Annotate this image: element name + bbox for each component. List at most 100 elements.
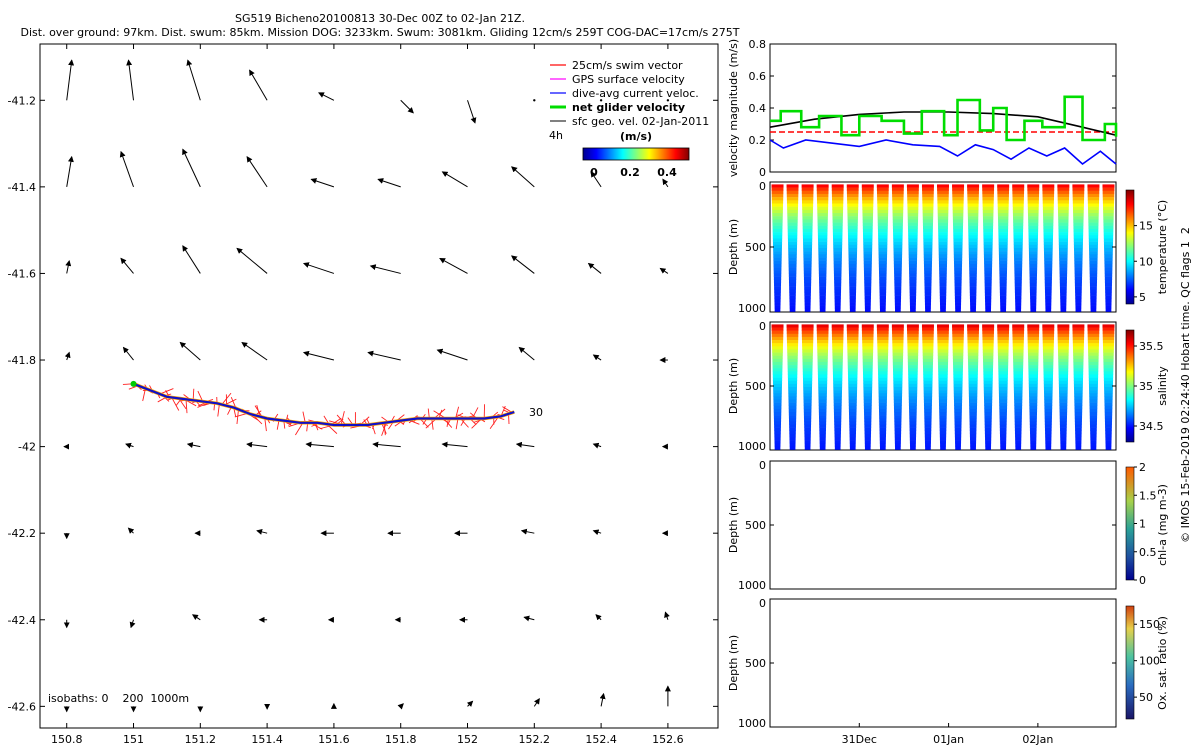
dive-sample (787, 216, 798, 220)
dive-sample (1058, 383, 1068, 388)
dive-sample (833, 408, 842, 413)
dive-profile (816, 324, 829, 450)
dive-sample (1088, 380, 1098, 385)
dive-sample (818, 377, 828, 381)
dive-sample (773, 408, 782, 413)
geo-velocity-arrow (126, 59, 135, 101)
dive-sample (1074, 390, 1083, 394)
dive-sample (1013, 235, 1023, 239)
colorbar-tick-label: 150 (1139, 618, 1160, 631)
dive-sample (1058, 238, 1068, 242)
dive-sample (849, 424, 857, 428)
dive-sample (803, 241, 813, 246)
dive-sample (923, 399, 933, 403)
dive-sample (1059, 393, 1068, 397)
dive-sample (847, 216, 858, 220)
dive-sample (1043, 216, 1054, 220)
dive-sample (862, 340, 874, 344)
velocity-y-label: velocity magnitude (m/s) (727, 39, 740, 177)
dive-sample (894, 440, 901, 444)
dive-sample (1029, 270, 1038, 274)
dive-sample (1029, 289, 1037, 293)
dive-sample (894, 408, 902, 413)
dive-sample (1043, 219, 1054, 223)
dive-sample (849, 292, 856, 296)
dive-sample (801, 336, 814, 341)
dive-sample (1089, 405, 1098, 410)
dive-sample (834, 418, 842, 422)
geo-velocity-arrow (592, 354, 602, 361)
dive-sample (834, 282, 842, 287)
dive-sample (938, 399, 948, 403)
dive-sample (937, 209, 949, 214)
dive-sample (909, 421, 917, 425)
dive-sample (894, 430, 902, 435)
dive-sample (788, 390, 797, 394)
dive-sample (774, 443, 781, 447)
dive-sample (1073, 232, 1084, 236)
dive-sample (1102, 340, 1115, 344)
geo-velocity-arrow (310, 178, 335, 188)
dive-sample (998, 393, 1008, 397)
dive-sample (1059, 254, 1068, 258)
dive-sample (909, 298, 917, 303)
dive-sample (997, 187, 1010, 191)
dive-sample (894, 270, 902, 274)
dive-sample (834, 427, 842, 432)
dive-profile (876, 184, 889, 312)
dive-sample (954, 282, 962, 287)
dive-sample (878, 393, 888, 397)
dive-sample (1074, 415, 1083, 419)
dive-sample (983, 358, 994, 363)
dive-sample (999, 292, 1007, 296)
chla-colorbar-ticks: 00.511.52 (1134, 461, 1157, 587)
dive-sample (833, 411, 842, 416)
dive-sample (908, 380, 918, 385)
dive-sample (953, 396, 963, 400)
dive-sample (924, 295, 932, 300)
dive-sample (968, 241, 978, 246)
dive-sample (923, 232, 933, 236)
dive-sample (1013, 219, 1024, 223)
dive-sample (1088, 352, 1099, 356)
geo-velocity-arrow (587, 262, 602, 274)
dive-sample (908, 390, 918, 394)
dive-sample (909, 270, 917, 274)
dive-sample (939, 405, 947, 410)
dive-sample (1014, 402, 1023, 407)
dive-sample (848, 235, 858, 239)
dive-sample (998, 247, 1008, 252)
dive-sample (1013, 244, 1023, 249)
dive-sample (954, 437, 962, 441)
dive-profile (786, 184, 799, 312)
dive-sample (773, 390, 782, 394)
dive-sample (833, 257, 842, 261)
dive-sample (878, 254, 888, 258)
dive-sample (1042, 327, 1055, 331)
temperature-colorbar (1125, 189, 1135, 305)
dive-sample (788, 411, 797, 416)
dive-sample (998, 368, 1009, 372)
dive-sample (847, 343, 859, 347)
dive-sample (1014, 399, 1023, 403)
dive-sample (1043, 235, 1054, 239)
figure-title-line-2: Dist. over ground: 97km. Dist. swum: 85k… (20, 26, 740, 39)
dive-sample (1014, 289, 1022, 293)
dive-sample (848, 263, 857, 268)
dive-sample (999, 257, 1008, 261)
dive-sample (984, 270, 992, 274)
dive-sample (1073, 361, 1084, 366)
dive-sample (983, 232, 993, 236)
dive-sample (894, 305, 901, 309)
dive-sample (1013, 374, 1023, 378)
dive-sample (787, 232, 798, 236)
dive-sample (1090, 424, 1097, 428)
dive-sample (772, 235, 783, 239)
dive-sample (863, 396, 872, 400)
dive-sample (787, 374, 798, 378)
dive-sample (772, 232, 783, 236)
dive-sample (773, 402, 782, 407)
dive-sample (1059, 421, 1067, 425)
dive-sample (983, 365, 994, 369)
dive-sample (1029, 405, 1038, 410)
